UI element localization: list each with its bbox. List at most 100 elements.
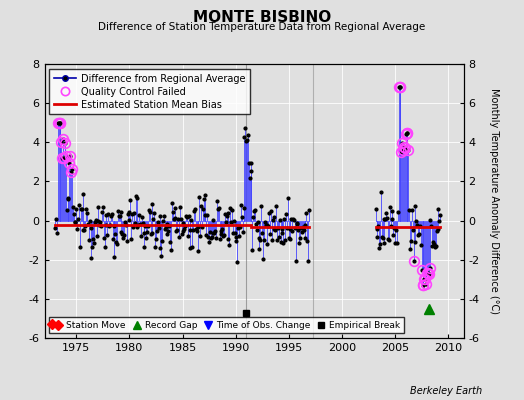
Point [67, 168, 75, 175]
Point [382, 210, 390, 217]
Point [261, 222, 270, 229]
Point [163, 230, 172, 237]
Point [120, 232, 128, 239]
Point [377, 188, 385, 195]
Point [251, 207, 259, 214]
Point [205, 239, 213, 245]
Point [234, 224, 243, 231]
Point [100, 235, 108, 241]
Point [93, 218, 102, 224]
Point [300, 227, 308, 234]
Point [420, 276, 429, 282]
Point [390, 225, 398, 231]
Point [392, 226, 400, 233]
Point [189, 227, 198, 234]
Point [99, 204, 107, 210]
Point [395, 84, 403, 91]
Point [247, 160, 256, 166]
Point [391, 240, 399, 246]
Point [204, 234, 212, 240]
Point [397, 149, 406, 156]
Point [256, 237, 265, 243]
Point [238, 229, 247, 236]
Point [302, 210, 311, 216]
Point [267, 208, 275, 214]
Point [225, 242, 234, 248]
Point [419, 282, 428, 289]
Point [245, 160, 253, 166]
Point [59, 136, 67, 142]
Point [173, 226, 181, 233]
Point [214, 205, 223, 211]
Point [427, 217, 435, 223]
Point [376, 240, 384, 247]
Point [248, 247, 257, 254]
Point [118, 231, 127, 237]
Point [117, 229, 126, 236]
Y-axis label: Monthly Temperature Anomaly Difference (°C): Monthly Temperature Anomaly Difference (… [489, 88, 499, 314]
Point [257, 202, 266, 209]
Point [224, 236, 233, 243]
Point [424, 271, 433, 277]
Point [432, 242, 440, 249]
Point [409, 258, 418, 264]
Text: Berkeley Earth: Berkeley Earth [410, 386, 482, 396]
Point [286, 226, 294, 232]
Point [206, 229, 214, 235]
Point [115, 212, 123, 219]
Point [291, 257, 300, 264]
Point [210, 230, 219, 236]
Point [62, 207, 71, 214]
Point [201, 192, 210, 198]
Point [135, 211, 144, 218]
Point [124, 211, 132, 218]
Point [273, 237, 281, 244]
Point [394, 209, 402, 216]
Point [66, 153, 74, 159]
Point [278, 230, 287, 237]
Point [51, 225, 59, 232]
Point [183, 233, 192, 239]
Point [132, 192, 140, 199]
Point [144, 223, 152, 229]
Point [223, 210, 232, 216]
Point [417, 242, 425, 248]
Point [145, 207, 153, 214]
Point [269, 226, 278, 232]
Point [265, 209, 274, 216]
Point [404, 146, 412, 153]
Point [249, 214, 257, 220]
Point [152, 236, 160, 243]
Point [114, 208, 122, 214]
Point [206, 235, 215, 241]
Text: MONTE BISBINO: MONTE BISBINO [193, 10, 331, 25]
Point [79, 226, 87, 233]
Point [164, 228, 172, 234]
Point [128, 211, 136, 217]
Point [113, 240, 121, 247]
Point [63, 195, 72, 202]
Point [398, 139, 407, 146]
Point [422, 280, 430, 287]
Point [78, 206, 86, 212]
Point [281, 237, 289, 243]
Point [186, 245, 194, 252]
Point [218, 226, 226, 233]
Point [54, 120, 63, 126]
Point [194, 248, 203, 254]
Point [155, 225, 163, 231]
Point [418, 281, 427, 288]
Point [246, 174, 254, 181]
Point [162, 221, 171, 227]
Point [146, 209, 154, 215]
Point [191, 206, 199, 212]
Point [400, 144, 408, 150]
Point [381, 216, 389, 222]
Point [241, 125, 249, 132]
Point [202, 232, 211, 238]
Point [148, 230, 157, 236]
Point [246, 168, 255, 174]
Point [388, 216, 397, 222]
Point [373, 226, 381, 232]
Point [301, 234, 310, 241]
